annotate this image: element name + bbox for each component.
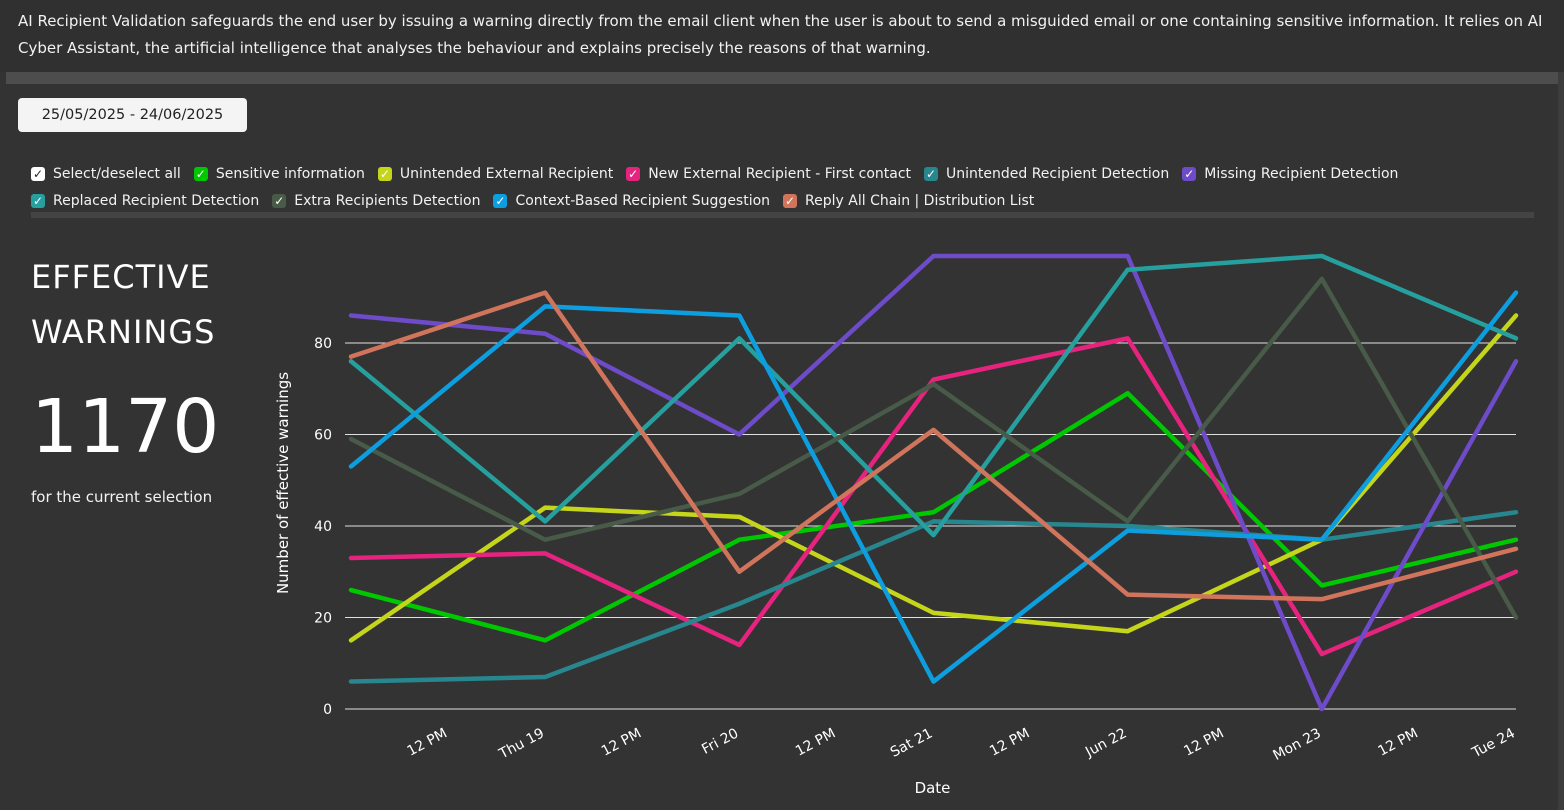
legend-item-replaced-recipient-detection[interactable]: ✓ Replaced Recipient Detection xyxy=(31,193,259,209)
x-tick-label: 12 PM xyxy=(793,725,838,759)
series-line[interactable] xyxy=(348,276,1519,620)
x-tick-label: 12 PM xyxy=(405,725,450,759)
x-tick-label: Fri 20 xyxy=(699,725,741,757)
x-tick-label: 12 PM xyxy=(1375,725,1420,759)
description-text: AI Recipient Validation safeguards the e… xyxy=(0,0,1564,72)
series-line[interactable] xyxy=(348,253,1519,538)
scrollbar[interactable] xyxy=(1558,72,1564,810)
series-line[interactable] xyxy=(348,290,1519,684)
kpi-value: 1170 xyxy=(31,384,220,470)
legend-item-unintended-external-recipient[interactable]: ✓ Unintended External Recipient xyxy=(377,165,614,182)
legend-label: Context-Based Recipient Suggestion xyxy=(515,192,771,209)
series-line[interactable] xyxy=(348,391,1519,643)
select-all-toggle[interactable]: ✓ Select/deselect all xyxy=(31,166,181,182)
legend-item-new-external-recipient[interactable]: ✓ New External Recipient - First contact xyxy=(626,166,911,182)
x-tick-label: Sat 21 xyxy=(888,725,935,760)
series-line[interactable] xyxy=(348,253,1519,712)
legend-label: Select/deselect all xyxy=(53,165,181,182)
legend-item-extra-recipients-detection[interactable]: ✓ Extra Recipients Detection xyxy=(272,193,480,209)
checkbox-check-icon[interactable]: ✓ xyxy=(31,166,45,181)
kpi-title-line: WARNINGS xyxy=(31,313,216,351)
legend-item-sensitive-information[interactable]: ✓ Sensitive information xyxy=(193,165,365,182)
checkbox-check-icon[interactable]: ✓ xyxy=(272,193,287,208)
legend-item-reply-all-chain[interactable]: ✓ Reply All Chain | Distribution List xyxy=(783,193,1034,209)
series-line[interactable] xyxy=(348,290,1519,602)
kpi-title-line: EFFECTIVE xyxy=(31,258,211,296)
checkbox-check-icon[interactable]: ✓ xyxy=(626,166,641,181)
legend-row: ✓ Replaced Recipient Detection ✓ Extra R… xyxy=(31,187,1531,214)
legend-label: Extra Recipients Detection xyxy=(294,192,481,209)
x-tick-label: 12 PM xyxy=(987,725,1032,759)
legend-row: ✓ Select/deselect all ✓ Sensitive inform… xyxy=(31,160,1531,187)
header-divider xyxy=(6,72,1558,84)
y-tick-label: 80 xyxy=(314,336,332,352)
checkbox-check-icon[interactable]: ✓ xyxy=(783,193,798,208)
line-chart: 0 20 40 60 80 12 PM Thu 19 12 PM Fri 20 12 PM Sat … xyxy=(274,253,1519,797)
legend-item-context-based-recipient-suggestion[interactable]: ✓ Context-Based Recipient Suggestion xyxy=(493,193,770,209)
legend-label: Reply All Chain | Distribution List xyxy=(805,192,1035,209)
legend-item-unintended-recipient-detection[interactable]: ✓ Unintended Recipient Detection xyxy=(924,166,1169,182)
checkbox-check-icon[interactable]: ✓ xyxy=(31,193,45,208)
x-axis-label: Date xyxy=(915,779,951,797)
legend-label: Unintended Recipient Detection xyxy=(946,165,1170,182)
y-tick-label: 40 xyxy=(314,519,332,535)
legend-label: Missing Recipient Detection xyxy=(1204,165,1399,182)
x-tick-label: 12 PM xyxy=(599,725,644,759)
series-layer xyxy=(348,253,1519,712)
checkbox-check-icon[interactable]: ✓ xyxy=(1182,166,1197,181)
checkbox-check-icon[interactable]: ✓ xyxy=(193,166,208,181)
legend-divider xyxy=(31,212,1534,218)
series-line[interactable] xyxy=(348,509,1519,684)
checkbox-check-icon[interactable]: ✓ xyxy=(377,166,392,181)
legend-label: Replaced Recipient Detection xyxy=(53,192,260,209)
kpi-subtitle: for the current selection xyxy=(31,488,213,506)
legend-label: Unintended External Recipient xyxy=(399,165,614,182)
y-tick-label: 20 xyxy=(314,610,332,626)
series-line[interactable] xyxy=(348,336,1519,657)
kpi-title: EFFECTIVE WARNINGS xyxy=(31,250,261,360)
legend-item-missing-recipient-detection[interactable]: ✓ Missing Recipient Detection xyxy=(1182,166,1398,182)
checkbox-check-icon[interactable]: ✓ xyxy=(924,166,939,181)
x-tick-label: Tue 24 xyxy=(1469,725,1518,761)
x-tick-label: Mon 23 xyxy=(1270,725,1323,763)
legend-label: New External Recipient - First contact xyxy=(648,165,912,182)
date-range-button[interactable]: 25/05/2025 - 24/06/2025 xyxy=(18,98,247,132)
x-tick-label: Jun 22 xyxy=(1082,725,1129,760)
y-tick-label: 60 xyxy=(314,427,332,443)
legend: ✓ Select/deselect all ✓ Sensitive inform… xyxy=(31,160,1531,214)
x-tick-label: 12 PM xyxy=(1181,725,1226,759)
y-tick-label: 0 xyxy=(323,702,332,718)
x-tick-label: Thu 19 xyxy=(496,725,547,762)
legend-label: Sensitive information xyxy=(215,165,365,182)
checkbox-check-icon[interactable]: ✓ xyxy=(493,193,508,208)
y-axis-label: Number of effective warnings xyxy=(274,372,292,594)
series-line[interactable] xyxy=(348,313,1519,643)
